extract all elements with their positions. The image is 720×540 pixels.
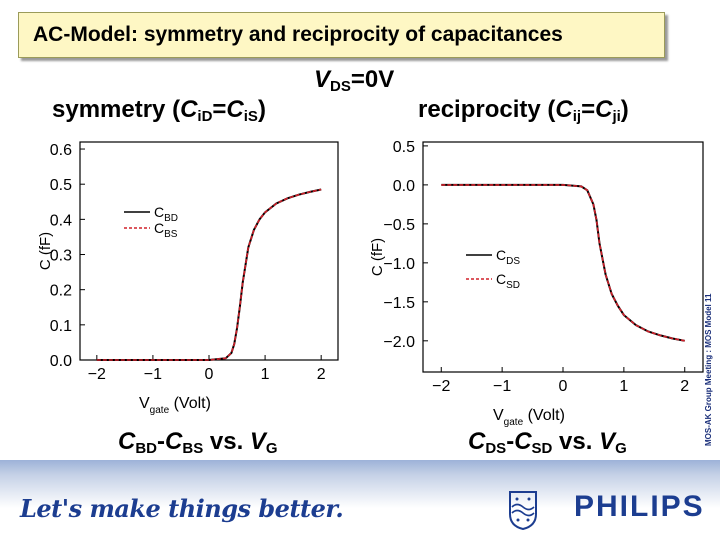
sym-eq: =: [212, 96, 227, 123]
capr-b: C: [514, 428, 532, 455]
capr-vsub: G: [615, 440, 627, 457]
c1-y-tick-label: 0.0: [393, 178, 415, 195]
c0-y-tick-label: 0.1: [50, 318, 72, 335]
c1-x-tick-label: 0: [559, 378, 568, 395]
capr-a: C: [468, 428, 486, 455]
capl-vs: vs.: [203, 428, 250, 455]
capl-vsub: G: [265, 440, 278, 457]
rec-close: ): [620, 96, 629, 123]
c0-x-tick-label: 1: [261, 366, 270, 383]
c1-x-tick-label: 2: [680, 378, 689, 395]
c0-y-tick-label: 0.4: [50, 212, 72, 229]
c0-x-tick-label: 2: [317, 366, 326, 383]
c1-y-tick-label: 0.5: [393, 139, 415, 156]
symmetry-heading: symmetry (CiD=CiS): [52, 96, 266, 125]
c1-x-tick-label: −1: [493, 378, 511, 395]
capl-bs: BS: [182, 440, 204, 457]
c0-y-tick-label: 0.3: [50, 248, 72, 265]
capl-v: V: [249, 428, 266, 455]
vds-condition: VDS=0V: [314, 66, 394, 95]
c1-x-axis-label: Vgate (Volt): [493, 407, 565, 428]
c0-y-axis-label: C (fF): [37, 232, 54, 270]
rec-word: reciprocity (: [418, 96, 556, 123]
sym-s2: iS: [243, 108, 258, 125]
sym-close: ): [257, 96, 266, 123]
c1-y-axis-label: C (fF): [369, 238, 386, 276]
c0-y-tick-label: 0.2: [50, 283, 72, 300]
c0-series-line-bd: [96, 188, 322, 361]
c0-plot-frame: [79, 141, 339, 361]
c0-y-tick-label: 0.0: [50, 353, 72, 370]
rec-s1: ij: [572, 108, 582, 125]
c1-plot-frame: [422, 141, 704, 373]
c0-x-tick-label: 0: [205, 366, 214, 383]
reciprocity-heading: reciprocity (Cij=Cji): [418, 96, 629, 125]
c1-series-line-sd: [441, 184, 685, 342]
capr-dash: -: [506, 428, 515, 455]
c0-y-tick-label: 0.6: [50, 142, 72, 159]
sym-s1: iD: [197, 108, 213, 125]
sym-c2: C: [226, 96, 244, 123]
c0-series-line-bs: [96, 188, 322, 361]
c1-y-tick-label: −1.0: [383, 256, 415, 273]
capr-vs: vs.: [552, 428, 600, 455]
capr-as: DS: [485, 440, 507, 457]
brand-logo: PHILIPS: [574, 490, 705, 523]
rec-eq: =: [581, 96, 596, 123]
footer: Let's make things better. PHILIPS: [0, 460, 720, 540]
c1-x-tick-label: 1: [619, 378, 628, 395]
c0-x-tick-label: −1: [144, 366, 162, 383]
sym-c1: C: [180, 96, 198, 123]
philips-shield-icon: [509, 491, 537, 530]
capr-v: V: [599, 428, 616, 455]
c0-legend-label-bd: CBD: [154, 204, 178, 224]
c0-x-tick-label: −2: [88, 366, 106, 383]
c1-y-tick-label: −1.5: [383, 295, 415, 312]
capr-bs: SD: [531, 440, 553, 457]
sym-word: symmetry (: [52, 96, 181, 123]
c0-legend-label-bs: CBS: [154, 220, 178, 240]
caption-right: CDS-CSD vs. VG: [468, 428, 627, 457]
rec-c1: C: [555, 96, 573, 123]
side-note: MOS-AK Group Meeting : MOS Model 11: [704, 293, 713, 446]
footer-band: [0, 460, 720, 540]
vds-var: V: [314, 66, 331, 93]
c1-series-line-ds: [441, 183, 685, 342]
vds-rest: =0V: [350, 66, 395, 93]
capl-dash: -: [157, 428, 166, 455]
vds-sub: DS: [330, 78, 351, 95]
page-title: AC-Model: symmetry and reciprocity of ca…: [33, 23, 563, 46]
capl-a: C: [118, 428, 136, 455]
c1-legend-label-sd: CSD: [496, 271, 520, 291]
caption-left: CBD-CBS vs. VG: [118, 428, 278, 457]
title-box: AC-Model: symmetry and reciprocity of ca…: [18, 12, 665, 58]
tagline: Let's make things better.: [20, 494, 344, 523]
rec-c2: C: [595, 96, 613, 123]
rec-s2: ji: [612, 108, 621, 125]
c1-legend-label-ds: CDS: [496, 247, 520, 267]
c0-y-tick-label: 0.5: [50, 177, 72, 194]
c1-y-tick-label: −2.0: [383, 334, 415, 351]
capl-as: BD: [135, 440, 158, 457]
c1-y-tick-label: −0.5: [383, 217, 415, 234]
capl-b: C: [165, 428, 183, 455]
c0-x-axis-label: Vgate (Volt): [139, 395, 211, 416]
c1-x-tick-label: −2: [432, 378, 450, 395]
